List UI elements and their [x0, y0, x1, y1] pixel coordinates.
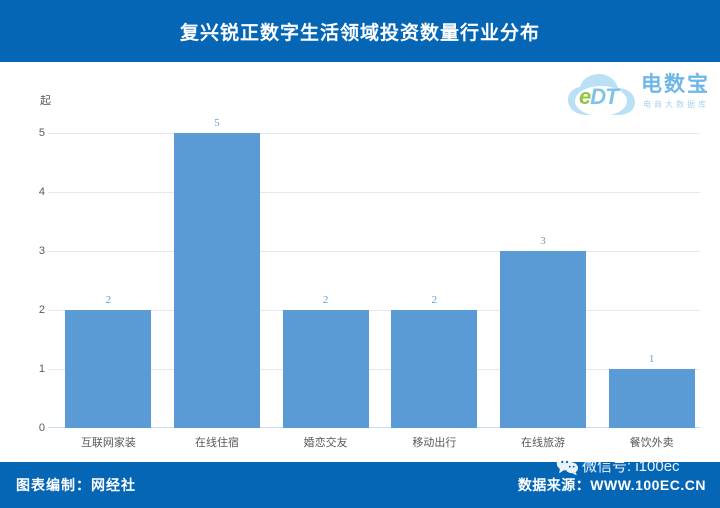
x-axis-tick-label: 互联网家装 [80, 437, 136, 449]
x-axis-tick-label: 在线住宿 [195, 437, 239, 449]
y-axis-tick-label: 2 [38, 304, 45, 316]
bar-item[interactable]: 2 [282, 133, 369, 428]
y-axis-tick-label: 3 [38, 245, 45, 257]
bar-value-label: 2 [322, 294, 329, 306]
x-axis-tick-label: 餐饮外卖 [629, 437, 674, 449]
x-axis-tick-label: 在线旅游 [521, 437, 565, 449]
bar-chart: 起 5 4 3 2 1 0 2 5 2 2 3 1 互联网家装 在线住宿 婚恋交友 移动出行 在线旅游 餐饮外… [0, 62, 720, 458]
chart-credit: 图表编制：网经社 [16, 477, 136, 493]
header-bar: 复兴锐正数字生活领域投资数量行业分布 [0, 0, 720, 62]
x-axis-tick-label: 婚恋交友 [303, 437, 348, 449]
bar-value-label: 1 [648, 353, 655, 365]
gridline [48, 310, 700, 311]
bar-item[interactable]: 1 [608, 133, 695, 428]
bar-item[interactable]: 2 [65, 133, 152, 428]
bar[interactable] [608, 369, 695, 428]
plot-area: 5 4 3 2 1 0 2 5 2 2 3 1 [39, 117, 700, 434]
gridline [48, 192, 700, 193]
logo-tagline: 电商大数据库 [643, 100, 709, 109]
bar[interactable] [391, 310, 478, 428]
bar[interactable] [500, 251, 586, 428]
logo-letter-t: T [605, 84, 618, 109]
bar[interactable] [65, 310, 152, 428]
brand-logo: eDT 电数宝 电商大数据库 [565, 70, 715, 122]
watermark-text: 微信号: i100ec [582, 458, 680, 475]
logo-letter-e: e [579, 84, 591, 109]
y-axis-tick-label: 5 [38, 127, 45, 139]
bar-item[interactable]: 3 [500, 133, 586, 428]
bar-series: 2 5 2 2 3 1 [48, 117, 700, 428]
logo-letter-d: D [590, 84, 606, 109]
y-axis-tick-label: 1 [38, 363, 45, 375]
wechat-icon [556, 456, 578, 475]
bar-value-label: 2 [105, 294, 112, 306]
x-axis-tick-label: 移动出行 [412, 437, 457, 449]
bar-item[interactable]: 2 [391, 133, 478, 428]
y-axis-unit-label: 起 [40, 95, 51, 107]
wechat-watermark: 微信号: i100ec [556, 455, 680, 476]
bar-item[interactable]: 5 [174, 117, 260, 428]
footer-bar: 图表编制：网经社 数据来源：WWW.100EC.CN [0, 462, 720, 508]
gridline [48, 251, 700, 252]
gridline [48, 133, 700, 134]
bar-value-label: 3 [540, 235, 546, 247]
logo-wordmark: eDT [579, 84, 619, 109]
data-source: 数据来源：WWW.100EC.CN [517, 477, 706, 493]
page-title: 复兴锐正数字生活领域投资数量行业分布 [179, 22, 540, 44]
x-axis-labels: 互联网家装 在线住宿 婚恋交友 移动出行 在线旅游 餐饮外卖 [48, 434, 700, 454]
y-axis-tick-label: 4 [38, 186, 45, 198]
bar-value-label: 5 [214, 117, 220, 129]
bar[interactable] [282, 310, 369, 428]
bar[interactable] [174, 133, 260, 428]
bar-value-label: 2 [431, 294, 438, 306]
x-axis-line [48, 427, 700, 428]
y-axis-tick-label: 0 [38, 422, 45, 434]
gridline [48, 369, 700, 370]
cloud-icon [568, 74, 635, 116]
logo-brand-name: 电数宝 [641, 73, 710, 96]
